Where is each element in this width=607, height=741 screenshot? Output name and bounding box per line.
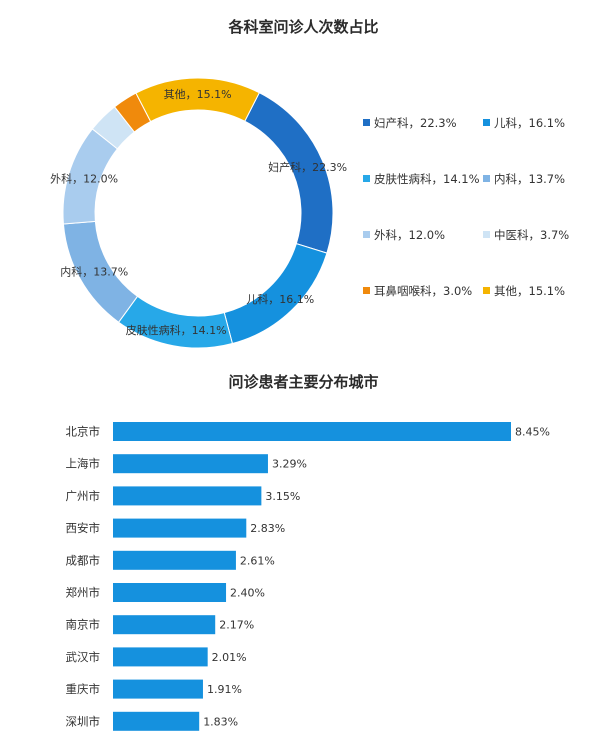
bar-category-label-3: 广州市 bbox=[66, 489, 101, 503]
bar-value-label-1: 8.45% bbox=[515, 426, 550, 439]
bar-category-label-8: 武汉市 bbox=[66, 650, 101, 664]
legend-item-7: 耳鼻咽喉科，3.0% bbox=[374, 284, 472, 298]
bar-4 bbox=[113, 518, 247, 538]
bar-8 bbox=[113, 647, 208, 667]
bar-7 bbox=[113, 615, 216, 635]
bar-5 bbox=[113, 550, 236, 570]
bar-value-label-4: 2.83% bbox=[250, 522, 285, 535]
donut-chart: 妇产科，22.3% 儿科，16.1% 皮肤性病科，14.1% 内科，13.7% 外科，1… bbox=[50, 77, 569, 349]
legend-swatch-3 bbox=[363, 175, 370, 182]
bar-3 bbox=[113, 486, 262, 506]
bar-category-label-5: 成都市 bbox=[66, 553, 101, 567]
bar-value-label-10: 1.83% bbox=[203, 715, 238, 728]
slice-label-8: 其他，15.1% bbox=[164, 88, 232, 101]
bar-value-label-2: 3.29% bbox=[272, 458, 307, 471]
legend-swatch-1 bbox=[363, 119, 370, 126]
legend-item-6: 中医科，3.7% bbox=[494, 228, 569, 242]
slice-label-4: 内科，13.7% bbox=[60, 264, 128, 278]
bar-value-label-3: 3.15% bbox=[265, 490, 300, 503]
bar-value-label-9: 1.91% bbox=[207, 683, 242, 696]
bar-chart-title: 问诊患者主要分布城市 bbox=[228, 373, 379, 391]
bar-value-label-7: 2.17% bbox=[219, 619, 254, 632]
bar-category-label-7: 南京市 bbox=[66, 618, 101, 632]
bar-category-label-1: 北京市 bbox=[66, 425, 101, 439]
donut-slice-3 bbox=[117, 295, 234, 349]
slice-label-1: 妇产科，22.3% bbox=[268, 160, 347, 174]
legend-swatch-2 bbox=[483, 119, 490, 126]
slice-label-5: 外科，12.0% bbox=[50, 171, 118, 185]
slice-label-2: 儿科，16.1% bbox=[246, 292, 314, 306]
legend-item-3: 皮肤性病科，14.1% bbox=[374, 172, 480, 186]
donut-chart-title: 各科室问诊人次数占比 bbox=[228, 18, 379, 36]
bar-category-label-10: 深圳市 bbox=[66, 714, 101, 728]
bar-6 bbox=[113, 583, 227, 602]
legend-item-8: 其他，15.1% bbox=[494, 284, 565, 298]
legend-item-2: 儿科，16.1% bbox=[494, 116, 565, 130]
bar-value-label-6: 2.40% bbox=[230, 587, 265, 600]
legend-item-4: 内科，13.7% bbox=[494, 172, 565, 186]
bar-value-label-5: 2.61% bbox=[240, 554, 275, 567]
legend-swatch-6 bbox=[483, 231, 490, 238]
bar-2 bbox=[113, 454, 268, 474]
legend-item-5: 外科，12.0% bbox=[374, 228, 445, 242]
bar-10 bbox=[113, 711, 200, 731]
bar-category-label-9: 重庆市 bbox=[66, 682, 101, 696]
donut-slice-8 bbox=[135, 77, 260, 123]
bar-9 bbox=[113, 679, 203, 699]
legend-swatch-4 bbox=[483, 175, 490, 182]
legend-swatch-5 bbox=[363, 231, 370, 238]
slice-label-3: 皮肤性病科，14.1% bbox=[126, 323, 227, 337]
legend-item-1: 妇产科，22.3% bbox=[374, 116, 457, 130]
bar-category-label-6: 郑州市 bbox=[66, 586, 101, 600]
legend-swatch-8 bbox=[483, 287, 490, 294]
bar-category-label-2: 上海市 bbox=[66, 457, 101, 471]
legend-swatch-7 bbox=[363, 287, 370, 294]
bar-category-label-4: 西安市 bbox=[66, 521, 101, 535]
bar-value-label-8: 2.01% bbox=[212, 651, 247, 664]
bar-1 bbox=[113, 422, 511, 441]
